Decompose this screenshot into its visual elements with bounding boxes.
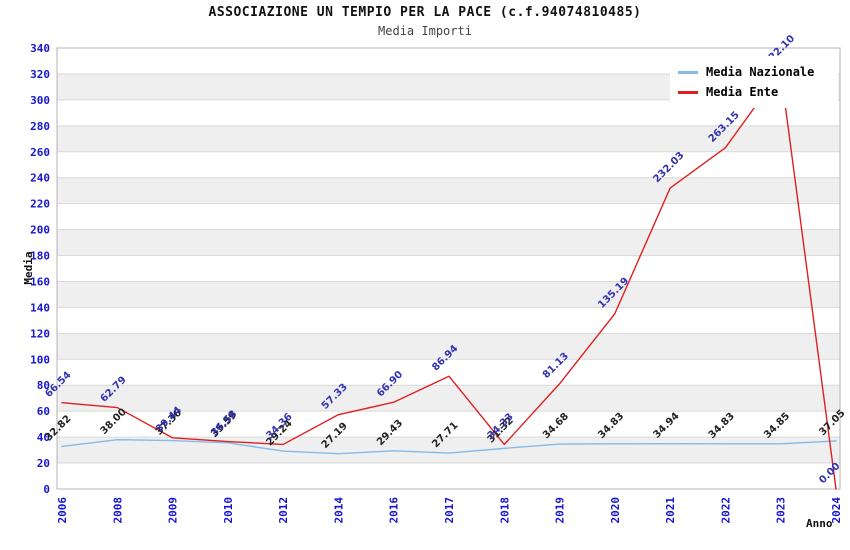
plot-band	[57, 281, 840, 308]
y-tick-label: 280	[30, 120, 50, 133]
x-axis-title: Anno	[806, 517, 833, 530]
chart-subtitle: Media Importi	[378, 24, 472, 38]
plot-band	[57, 229, 840, 256]
y-tick-label: 160	[30, 275, 50, 288]
x-tick-label: 2016	[388, 497, 401, 524]
x-tick-label: 2017	[443, 497, 456, 524]
legend-label-media-nazionale: Media Nazionale	[706, 65, 815, 79]
y-tick-label: 20	[37, 457, 50, 470]
plot-band	[57, 385, 840, 412]
y-tick-label: 240	[30, 172, 50, 185]
x-tick-label: 2008	[111, 497, 124, 524]
media-ente-line-swatch-icon	[678, 90, 698, 94]
legend: Media Nazionale Media Ente	[670, 56, 838, 108]
x-tick-label: 2009	[167, 497, 180, 524]
plot-band	[57, 177, 840, 204]
y-tick-label: 0	[43, 483, 50, 496]
y-tick-label: 200	[30, 224, 50, 237]
y-tick-label: 320	[30, 68, 50, 81]
y-tick-label: 100	[30, 353, 50, 366]
y-tick-label: 340	[30, 42, 50, 55]
plot-background	[57, 48, 840, 489]
line-media-nazionale	[61, 439, 837, 455]
y-tick-label: 180	[30, 250, 50, 263]
x-tick-label: 2023	[775, 497, 788, 524]
media-nazionale-line-swatch-icon	[678, 70, 698, 74]
y-tick-label: 140	[30, 301, 50, 314]
x-tick-label: 2010	[222, 497, 235, 524]
y-tick-label: 60	[37, 405, 50, 418]
x-tick-label: 2020	[609, 497, 622, 524]
legend-label-media-ente: Media Ente	[706, 85, 779, 99]
plot-band	[57, 125, 840, 152]
y-tick-label: 120	[30, 327, 50, 340]
y-tick-label: 300	[30, 94, 50, 107]
line-media-ente	[61, 70, 837, 490]
legend-item-media-ente: Media Ente	[678, 82, 832, 102]
y-axis-title: Media	[22, 251, 35, 284]
plot-band	[57, 333, 840, 360]
y-tick-label: 80	[37, 379, 50, 392]
x-tick-label: 2022	[719, 497, 732, 524]
plot-border	[56, 47, 841, 490]
x-tick-label: 2024	[830, 497, 843, 524]
legend-item-media-nazionale: Media Nazionale	[678, 62, 832, 82]
chart-title: ASSOCIAZIONE UN TEMPIO PER LA PACE (c.f.…	[208, 5, 642, 20]
y-tick-label: 220	[30, 198, 50, 211]
y-tick-label: 40	[37, 431, 50, 444]
x-tick-label: 2006	[56, 497, 69, 524]
x-tick-label: 2019	[554, 497, 567, 524]
x-tick-label: 2021	[664, 497, 677, 524]
y-tick-label: 260	[30, 146, 50, 159]
x-tick-label: 2012	[277, 497, 290, 524]
x-tick-label: 2018	[498, 497, 511, 524]
x-tick-label: 2014	[332, 497, 345, 524]
